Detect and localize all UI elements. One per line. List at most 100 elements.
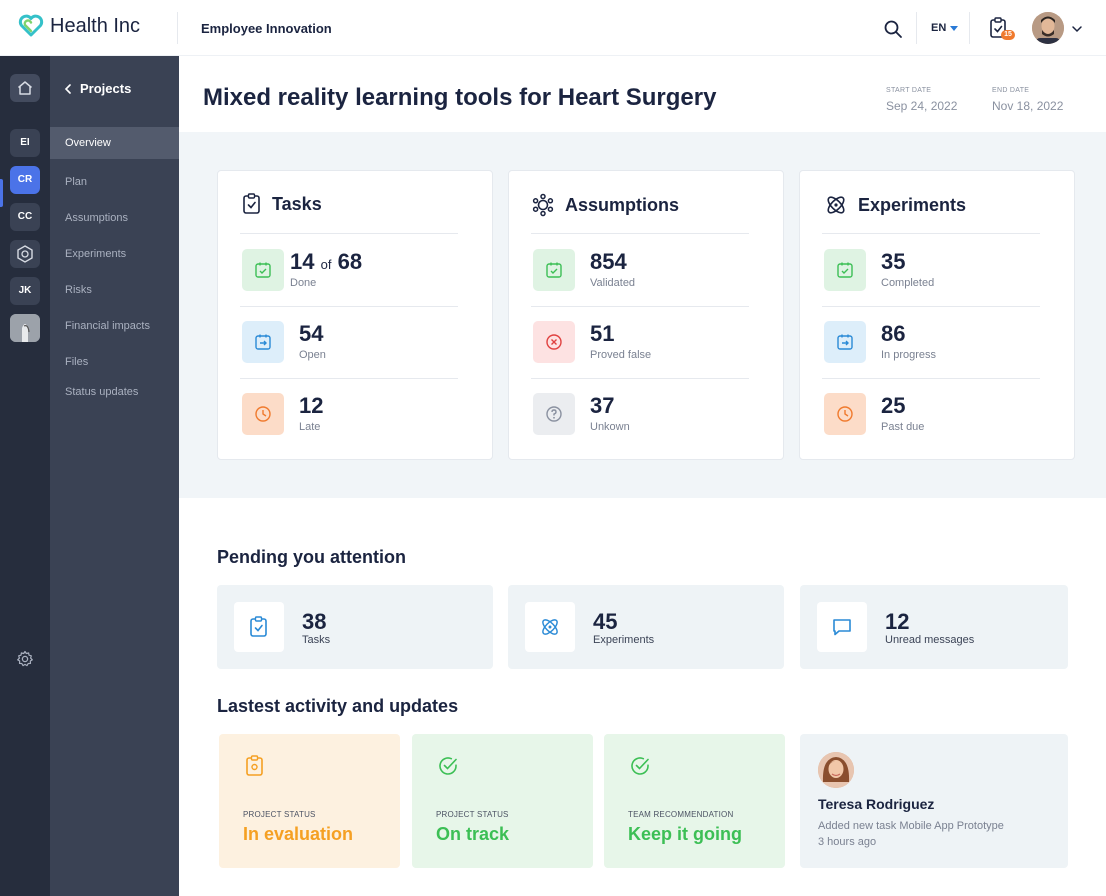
activity-label: PROJECT STATUS <box>436 810 509 819</box>
pending-tasks-card[interactable]: 38 Tasks <box>217 585 493 669</box>
stat-label: Unkown <box>590 421 630 433</box>
stat-label: Done <box>290 277 317 289</box>
stat-row-open: 54 Open <box>242 321 462 365</box>
nav-item-experiments[interactable]: Experiments <box>65 248 127 260</box>
caret-down-icon <box>950 25 959 31</box>
clipboard-icon <box>990 17 1006 38</box>
search-icon[interactable] <box>882 18 904 40</box>
start-date-value: Sep 24, 2022 <box>886 99 958 113</box>
tasks-card[interactable]: Tasks 14 of 68 Done 54 Open 12 Late <box>217 170 493 460</box>
check-circle-icon <box>439 757 457 775</box>
activity-value: In evaluation <box>243 824 354 844</box>
divider <box>531 233 749 234</box>
stat-value: 854 <box>590 249 627 274</box>
divider <box>240 378 458 379</box>
stat-label: Past due <box>881 421 925 433</box>
nav-item-status-updates[interactable]: Status updates <box>65 386 139 398</box>
project-header: Mixed reality learning tools for Heart S… <box>179 56 1106 132</box>
calendar-check-icon <box>824 249 866 291</box>
pending-label: Experiments <box>593 634 655 646</box>
card-title: Tasks <box>272 193 322 214</box>
language-selector[interactable]: EN <box>931 22 959 34</box>
stat-label: Proved false <box>590 349 652 361</box>
person-description: Added new task Mobile App Prototype <box>818 820 1004 832</box>
app-name: Employee Innovation <box>201 21 332 36</box>
language-label: EN <box>931 22 947 34</box>
activity-label: PROJECT STATUS <box>243 810 316 819</box>
card-title: Assumptions <box>565 194 680 215</box>
nav-item-risks[interactable]: Risks <box>65 284 92 296</box>
activity-value: On track <box>436 824 510 844</box>
nav-item-files[interactable]: Files <box>65 356 89 368</box>
clock-icon <box>824 393 866 435</box>
nav-item-financial-impacts[interactable]: Financial impacts <box>65 320 150 332</box>
atom-icon <box>525 602 575 652</box>
stat-value: 54 <box>299 321 324 346</box>
pending-experiments-card[interactable]: 45 Experiments <box>508 585 784 669</box>
gear-icon[interactable] <box>16 650 34 668</box>
activity-section-title: Lastest activity and updates <box>217 696 459 716</box>
workspace-brain[interactable] <box>10 240 40 268</box>
workspace-ei[interactable]: EI <box>10 129 40 157</box>
chat-bubble-icon <box>817 602 867 652</box>
stat-label: Validated <box>590 277 636 289</box>
workspace-jk[interactable]: JK <box>10 277 40 305</box>
pending-messages-card[interactable]: 12 Unread messages <box>800 585 1068 669</box>
calendar-check-icon <box>242 249 284 291</box>
activity-card-person[interactable]: Teresa Rodriguez Added new task Mobile A… <box>800 734 1068 868</box>
divider <box>240 233 458 234</box>
workspace-cr[interactable]: CR <box>10 166 40 194</box>
workspace-cc[interactable]: CC <box>10 203 40 231</box>
nav-item-overview[interactable]: Overview <box>50 127 179 159</box>
divider <box>822 306 1040 307</box>
stat-value: 86 <box>881 321 906 346</box>
notifications-button[interactable]: 15 <box>987 15 1015 43</box>
activity-card-on-track[interactable]: PROJECT STATUS On track <box>412 734 593 868</box>
check-circle-icon <box>631 757 649 775</box>
project-nav: Projects Overview Plan Assumptions Exper… <box>50 56 179 896</box>
home-button[interactable] <box>10 74 40 102</box>
stat-label: Completed <box>881 277 935 289</box>
stat-row-in-progress: 86 In progress <box>824 321 1044 365</box>
heart-logo-icon <box>18 14 44 37</box>
end-date: END DATE Nov 18, 2022 <box>992 87 1063 113</box>
calendar-check-icon <box>533 249 575 291</box>
clipboard-icon <box>243 193 260 214</box>
avatar-photo-icon <box>818 752 854 788</box>
pending-value: 12 <box>885 609 910 634</box>
gear-icon <box>532 193 554 217</box>
stats-section: Tasks 14 of 68 Done 54 Open 12 Late <box>179 132 1106 498</box>
divider <box>822 233 1040 234</box>
atom-icon <box>827 196 845 214</box>
photo-thumbnail-icon <box>10 314 40 342</box>
experiments-card[interactable]: Experiments 35 Completed 86 In progress … <box>799 170 1075 460</box>
divider <box>822 378 1040 379</box>
user-avatar[interactable] <box>1032 12 1064 44</box>
person-name: Teresa Rodriguez <box>818 796 935 812</box>
pending-label: Unread messages <box>885 634 975 646</box>
stat-row-late: 12 Late <box>242 393 462 437</box>
avatar-photo-icon <box>1032 12 1064 44</box>
activity-card-recommendation[interactable]: TEAM RECOMMENDATION Keep it going <box>604 734 785 868</box>
assumptions-card[interactable]: Assumptions 854 Validated 51 Proved fals… <box>508 170 784 460</box>
workspace-photo[interactable] <box>10 314 40 342</box>
activity-card-evaluation[interactable]: PROJECT STATUS In evaluation <box>219 734 400 868</box>
nav-item-assumptions[interactable]: Assumptions <box>65 212 128 224</box>
clipboard-icon <box>246 755 263 776</box>
calendar-arrow-icon <box>242 321 284 363</box>
home-icon <box>18 81 32 95</box>
activity-value: Keep it going <box>628 824 742 844</box>
divider <box>969 12 970 44</box>
stat-value: 25 <box>881 393 906 418</box>
pending-label: Tasks <box>302 634 331 646</box>
divider <box>531 378 749 379</box>
divider <box>240 306 458 307</box>
clipboard-icon <box>234 602 284 652</box>
chevron-down-icon[interactable] <box>1071 24 1083 34</box>
brain-icon <box>17 245 33 263</box>
brand-logo[interactable]: Health Inc <box>18 14 140 38</box>
back-to-projects[interactable]: Projects <box>64 81 131 96</box>
stat-value: 12 <box>299 393 324 418</box>
nav-item-plan[interactable]: Plan <box>65 176 88 188</box>
stat-label: Late <box>299 421 321 433</box>
